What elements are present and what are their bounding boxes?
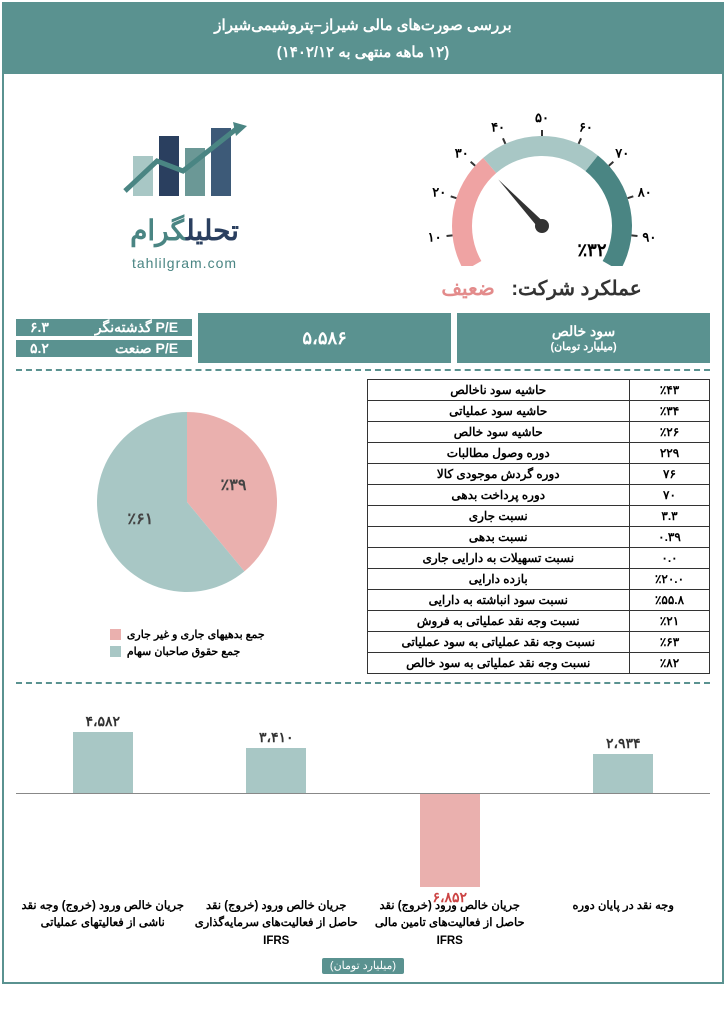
bar-value: ۶،۸۵۲ [420, 889, 480, 906]
header-line2: (۱۲ ماهه منتهی به ۱۴۰۲/۱۲) [4, 39, 722, 66]
bar-label: جریان خالص ورود (خروج) نقد حاصل از فعالی… [190, 898, 364, 950]
svg-text:۴۰: ۴۰ [491, 119, 505, 134]
header-line1: بررسی صورت‌های مالی شیراز–پتروشیمی‌شیراز [4, 12, 722, 39]
logo-url: tahlilgram.com [132, 255, 237, 271]
svg-text:۷۰: ۷۰ [614, 146, 629, 161]
cashflow-section: ۲،۹۳۴ ۶،۸۵۲ ۳،۴۱۰ ۴،۵۸۲ وجه نقد در پایان… [16, 694, 710, 974]
table-row: ۰.۰نسبت تسهیلات به دارایی جاری [367, 548, 710, 569]
bar [593, 754, 653, 794]
page: بررسی صورت‌های مالی شیراز–پتروشیمی‌شیراز… [2, 2, 724, 984]
cashflow-unit: (میلیارد تومان) [16, 956, 710, 974]
table-row: ٪۸۲نسبت وجه نقد عملیاتی به سود خالص [367, 653, 710, 674]
top-section: ۱۰۲۰۳۰۴۰۵۰۶۰۷۰۸۰۹۰۱۰۰٪۳۲ عملکرد شرکت: ضع… [4, 74, 722, 313]
table-row: ٪۶۳نسبت وجه نقد عملیاتی به سود عملیاتی [367, 632, 710, 653]
table-row: ٪۴۳حاشیه سود ناخالص [367, 380, 710, 401]
svg-text:٪۶۱: ٪۶۱ [128, 510, 154, 527]
table-row: ۷۰دوره پرداخت بدهی [367, 485, 710, 506]
table-row: ۲۲۹دوره وصول مطالبات [367, 443, 710, 464]
svg-text:۶۰: ۶۰ [578, 119, 592, 134]
svg-text:۸۰: ۸۰ [636, 185, 651, 200]
table-row: ٪۲۶حاشیه سود خالص [367, 422, 710, 443]
bar-label: جریان خالص ورود (خروج) نقد حاصل از فعالی… [363, 898, 537, 950]
header: بررسی صورت‌های مالی شیراز–پتروشیمی‌شیراز… [4, 4, 722, 74]
pie-box: ٪۳۹ ٪۶۱ جمع بدهیهای جاری و غیر جاری جمع حق… [16, 379, 359, 674]
table-row: ٪۵۵.۸نسبت سود انباشته به دارایی [367, 590, 710, 611]
bar-column: ۴،۵۸۲ [16, 694, 190, 894]
cashflow-chart: ۲،۹۳۴ ۶،۸۵۲ ۳،۴۱۰ ۴،۵۸۲ [16, 694, 710, 894]
table-row: ۰.۳۹نسبت بدهی [367, 527, 710, 548]
metrics-section: ٪۴۳حاشیه سود ناخالص٪۳۴حاشیه سود عملیاتی٪… [16, 379, 710, 674]
bar-column: ۲،۹۳۴ [537, 694, 711, 894]
bar [420, 794, 480, 887]
performance-line: عملکرد شرکت: ضعیف [441, 276, 641, 301]
profit-unit: (میلیارد تومان) [469, 340, 698, 353]
bar [246, 748, 306, 794]
svg-text:۲۰: ۲۰ [432, 185, 446, 200]
table-row: ٪۳۴حاشیه سود عملیاتی [367, 401, 710, 422]
gauge-chart: ۱۰۲۰۳۰۴۰۵۰۶۰۷۰۸۰۹۰۱۰۰٪۳۲ [412, 86, 672, 266]
cashflow-labels: وجه نقد در پایان دورهجریان خالص ورود (خر… [16, 898, 710, 950]
bar-column: ۶،۸۵۲ [363, 694, 537, 894]
pe-row: سود خالص (میلیارد تومان) ۵،۵۸۶ P/E گذشته… [16, 313, 710, 363]
bar-column: ۳،۴۱۰ [190, 694, 364, 894]
table-row: ۳.۳نسبت جاری [367, 506, 710, 527]
gauge-box: ۱۰۲۰۳۰۴۰۵۰۶۰۷۰۸۰۹۰۱۰۰٪۳۲ عملکرد شرکت: ضع… [373, 86, 710, 301]
profit-value: ۵،۵۸۶ [210, 328, 439, 349]
divider [16, 369, 710, 371]
bar-label: وجه نقد در پایان دوره [537, 898, 711, 950]
svg-text:۹۰: ۹۰ [642, 229, 656, 244]
bar-value: ۴،۵۸۲ [73, 713, 133, 730]
svg-text:۱۰: ۱۰ [427, 229, 441, 244]
legend-item: جمع حقوق صاحبان سهام [110, 645, 265, 658]
metrics-table: ٪۴۳حاشیه سود ناخالص٪۳۴حاشیه سود عملیاتی٪… [367, 379, 711, 674]
table-row: ٪۲۰.۰بازده دارایی [367, 569, 710, 590]
logo-icon [105, 116, 265, 206]
pe-trailing: P/E گذشته‌نگر ۶.۳ [16, 319, 192, 336]
bar-value: ۲،۹۳۴ [593, 735, 653, 752]
pe-side: P/E گذشته‌نگر ۶.۳ P/E صنعت ۵.۲ [16, 313, 192, 363]
bar-value: ۳،۴۱۰ [246, 729, 306, 746]
svg-text:۳۰: ۳۰ [454, 146, 468, 161]
divider-2 [16, 682, 710, 684]
table-row: ٪۲۱نسبت وجه نقد عملیاتی به فروش [367, 611, 710, 632]
pe-industry: P/E صنعت ۵.۲ [16, 340, 192, 357]
profit-cell: سود خالص (میلیارد تومان) [457, 313, 710, 363]
pie-legend: جمع بدهیهای جاری و غیر جاری جمع حقوق صاحب… [110, 624, 265, 662]
logo-text: تحلیلگرام [130, 214, 239, 247]
profit-value-cell: ۵،۵۸۶ [198, 313, 451, 363]
svg-text:٪۳۲: ٪۳۲ [577, 240, 606, 260]
profit-label: سود خالص [469, 323, 698, 340]
table-row: ۷۶دوره گردش موجودی کالا [367, 464, 710, 485]
svg-text:۵۰: ۵۰ [535, 110, 549, 125]
bar-label: جریان خالص ورود (خروج) وجه نقد ناشی از ف… [16, 898, 190, 950]
legend-item: جمع بدهیهای جاری و غیر جاری [110, 628, 265, 641]
performance-label: عملکرد شرکت: [511, 278, 641, 300]
bar [73, 732, 133, 794]
performance-value: ضعیف [441, 278, 494, 300]
pie-chart: ٪۳۹ ٪۶۱ [77, 392, 297, 612]
svg-text:٪۳۹: ٪۳۹ [221, 477, 247, 494]
logo-box: تحلیلگرام tahlilgram.com [16, 86, 353, 301]
